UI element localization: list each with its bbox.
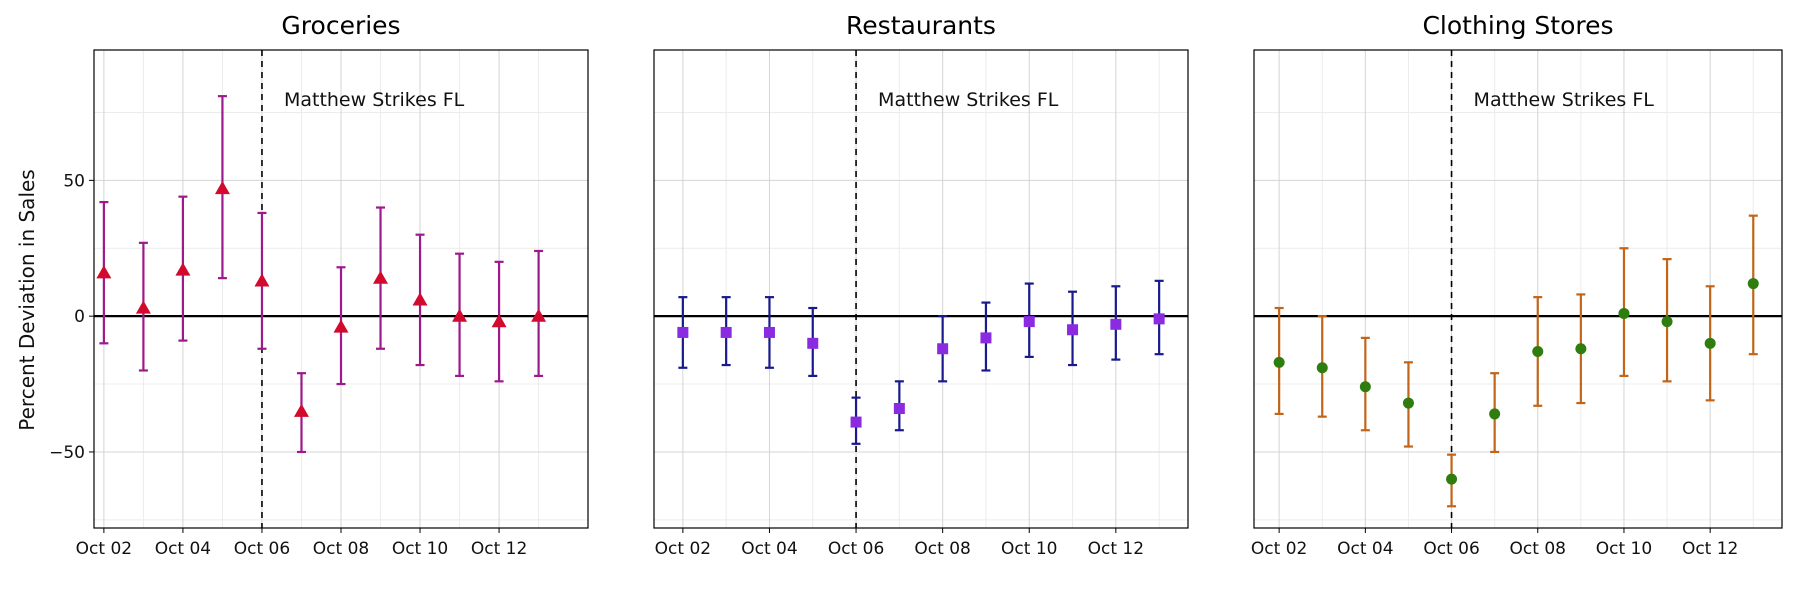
data-point-square <box>1023 316 1035 328</box>
x-tick-label: Oct 06 <box>1423 539 1479 559</box>
data-point-circle <box>1618 307 1630 319</box>
data-point-square <box>807 337 819 349</box>
data-point-circle <box>1575 343 1587 355</box>
x-tick-label: Oct 10 <box>1596 539 1652 559</box>
x-tick-label: Oct 08 <box>1510 539 1566 559</box>
data-point-triangle <box>491 314 507 328</box>
x-tick-label: Oct 10 <box>1001 539 1057 559</box>
x-tick-label: Oct 02 <box>655 539 711 559</box>
x-tick-label: Oct 04 <box>741 539 797 559</box>
data-point-circle <box>1273 356 1285 368</box>
data-point-circle <box>1489 408 1501 420</box>
y-tick-label: 0 <box>74 307 85 327</box>
event-annotation: Matthew Strikes FL <box>284 89 465 111</box>
panel-frame <box>653 49 1189 529</box>
panel-clothing-stores: Matthew Strikes FL Oct 02 Oct 04 Oct 06 Oct … <box>1251 11 1783 559</box>
event-annotation: Matthew Strikes FL <box>878 89 1059 111</box>
x-tick-label: Oct 06 <box>828 539 884 559</box>
panel-title: Restaurants <box>846 11 996 40</box>
data-point-triangle <box>531 308 547 322</box>
data-point-square <box>763 326 775 338</box>
x-tick-label: Oct 12 <box>1088 539 1144 559</box>
data-point-square <box>850 416 862 428</box>
data-point-square <box>1110 318 1122 330</box>
data-point-circle <box>1402 397 1414 409</box>
x-tick-label: Oct 08 <box>313 539 369 559</box>
data-point-triangle <box>293 403 309 417</box>
x-tick-label: Oct 02 <box>1251 539 1307 559</box>
x-tick-label: Oct 04 <box>1337 539 1393 559</box>
data-point-circle <box>1359 381 1371 393</box>
x-tick-label: Oct 06 <box>234 539 290 559</box>
data-point-circle <box>1704 337 1716 349</box>
data-point-square <box>1067 324 1079 336</box>
x-tick-label: Oct 04 <box>155 539 211 559</box>
panel-title: Groceries <box>281 11 400 40</box>
x-tick-label: Oct 12 <box>471 539 527 559</box>
y-axis-label: Percent Deviation in Sales <box>15 169 39 430</box>
data-point-circle <box>1446 473 1458 485</box>
panel-frame <box>1253 49 1783 529</box>
data-point-triangle <box>452 308 468 322</box>
panel-title: Clothing Stores <box>1422 11 1613 40</box>
data-point-triangle <box>96 265 112 279</box>
panel-groceries: Matthew Strikes FL Oct 02 Oct 04 Oct 06 Oct … <box>49 11 589 559</box>
data-point-square <box>937 343 949 355</box>
data-point-circle <box>1661 316 1673 328</box>
data-point-triangle <box>373 270 389 284</box>
data-point-triangle <box>333 319 349 333</box>
data-point-circle <box>1316 362 1328 374</box>
y-tick-label: −50 <box>49 443 85 463</box>
x-tick-label: Oct 12 <box>1682 539 1738 559</box>
data-point-square <box>1153 313 1165 325</box>
data-point-triangle <box>214 181 230 195</box>
panel-restaurants: Matthew Strikes FL Oct 02 Oct 04 Oct 06 Oct … <box>653 11 1189 559</box>
x-tick-label: Oct 02 <box>76 539 132 559</box>
data-point-square <box>980 332 992 344</box>
event-annotation: Matthew Strikes FL <box>1474 89 1655 111</box>
x-tick-label: Oct 08 <box>914 539 970 559</box>
data-point-triangle <box>254 273 270 287</box>
data-point-circle <box>1532 345 1544 357</box>
data-point-square <box>677 326 689 338</box>
data-point-square <box>720 326 732 338</box>
data-point-triangle <box>175 262 191 276</box>
x-tick-label: Oct 10 <box>392 539 448 559</box>
data-point-triangle <box>412 292 428 306</box>
data-point-square <box>893 403 905 414</box>
y-tick-label: 50 <box>63 171 85 191</box>
data-point-triangle <box>135 300 151 314</box>
data-point-circle <box>1747 278 1759 290</box>
